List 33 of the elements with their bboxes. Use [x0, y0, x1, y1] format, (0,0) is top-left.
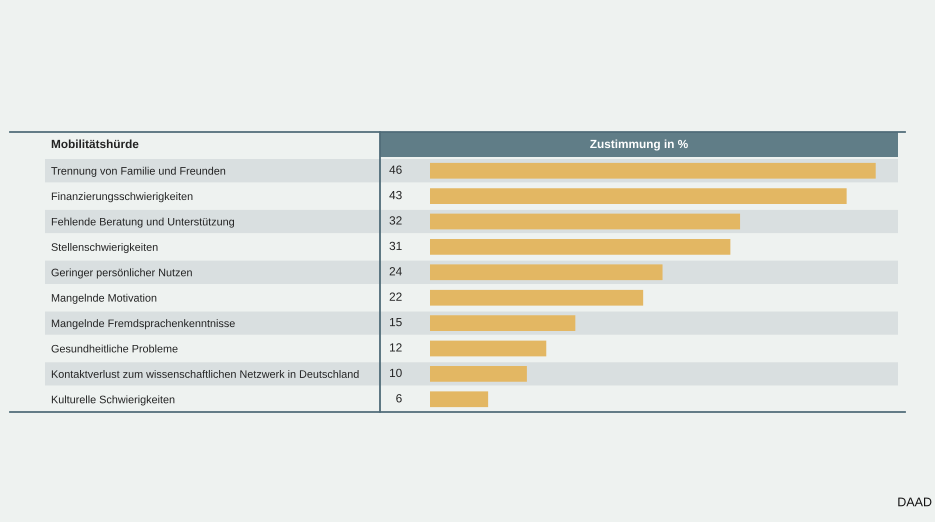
bar — [430, 214, 740, 230]
y-tick-label: Kontaktverlust zum wissenschaftlichen Netzwerk in Deutschland — [52, 370, 359, 378]
y-tick-label: Finanzierungsschwierigkeiten — [52, 192, 192, 202]
data-label: 22 — [390, 292, 402, 301]
bar — [430, 340, 546, 356]
data-label: 31 — [390, 242, 402, 250]
bar — [430, 391, 488, 408]
x-axis-title: Zustimmung in % — [590, 139, 688, 151]
data-label: 43 — [389, 190, 402, 200]
bar — [430, 366, 527, 382]
y-tick-label: Stellenschwierigkeiten — [51, 242, 158, 254]
data-label: 24 — [390, 267, 402, 276]
bar — [430, 239, 730, 255]
bar — [430, 188, 847, 204]
y-tick-label: Gesundheitliche Probleme — [52, 344, 178, 353]
bar — [430, 162, 876, 179]
data-label: 32 — [390, 216, 402, 225]
data-label: 6 — [396, 394, 402, 402]
y-tick-label: Mangelnde Fremdsprachenkenntnisse — [52, 319, 235, 330]
data-label: 12 — [390, 343, 402, 352]
text: DAAD — [898, 498, 932, 506]
y-tick-label: Mangelnde Motivation — [52, 294, 156, 304]
data-label: 15 — [390, 318, 402, 326]
bar — [430, 264, 663, 280]
bar — [430, 290, 644, 306]
bar — [430, 315, 576, 331]
y-tick-label: Trennung von Familie und Freunden — [51, 166, 226, 177]
data-label: 10 — [390, 368, 402, 378]
y-tick-label: Fehlende Beratung und Unterstützung — [52, 218, 234, 228]
data-label: 46 — [389, 166, 402, 174]
y-axis-title: Mobilitätshürde — [52, 140, 138, 148]
y-tick-label: Geringer persönlicher Nutzen — [52, 268, 192, 278]
y-tick-label: Kulturelle Schwierigkeiten — [52, 395, 174, 406]
